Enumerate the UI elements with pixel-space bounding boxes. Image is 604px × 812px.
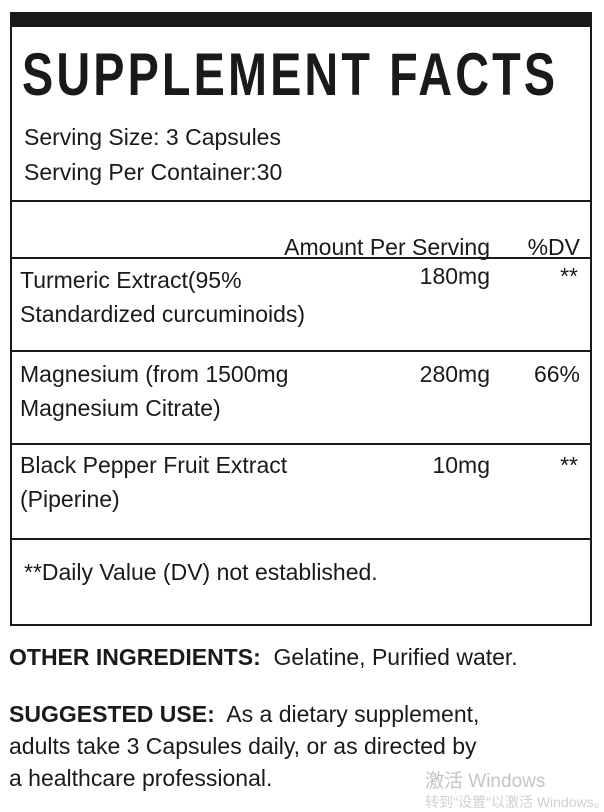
ingredient-name: Black Pepper Fruit Extract (20, 452, 288, 478)
header-dv: %DV (527, 234, 580, 260)
divider (12, 200, 590, 202)
divider (12, 538, 590, 540)
ingredient-amount: 180mg (419, 263, 490, 289)
ingredient-name: Standardized curcuminoids) (20, 301, 306, 327)
servings-per-container: Serving Per Container:30 (24, 159, 283, 185)
divider (12, 443, 590, 445)
suggested-use: SUGGESTED USE: As a dietary supplement, (9, 698, 479, 730)
other-ingredients-label: OTHER INGREDIENTS: (9, 644, 261, 670)
footnote: **Daily Value (DV) not established. (24, 559, 378, 585)
ingredient-dv: 66% (533, 361, 580, 387)
ingredient-name: Magnesium (from 1500mg (20, 361, 289, 387)
other-ingredients: OTHER INGREDIENTS: Gelatine, Purified wa… (9, 641, 518, 673)
serving-size: Serving Size: 3 Capsules (24, 124, 281, 150)
suggested-use-label: SUGGESTED USE: (9, 701, 215, 727)
ingredient-name: Turmeric Extract(95% (20, 267, 242, 293)
suggested-use-text: adults take 3 Capsules daily, or as dire… (9, 733, 477, 759)
suggested-use-text: a healthcare professional. (9, 765, 273, 791)
windows-activation-watermark: 激活 Windows (425, 771, 546, 792)
ingredient-name: (Piperine) (20, 486, 120, 512)
header-amount: Amount Per Serving (284, 234, 490, 260)
other-ingredients-value: Gelatine, Purified water. (273, 644, 518, 670)
divider (12, 257, 590, 259)
divider (12, 350, 590, 352)
suggested-use-text: As a dietary supplement, (226, 701, 480, 727)
ingredient-amount: 280mg (419, 361, 490, 387)
windows-activation-watermark-subtext: 转到"设置"以激活 Windows。 (425, 794, 604, 810)
ingredient-name: Magnesium Citrate) (20, 395, 221, 421)
ingredient-amount: 10mg (432, 452, 490, 478)
supplement-facts-panel: SUPPLEMENT FACTS Serving Size: 3 Capsule… (10, 12, 592, 626)
panel-title: SUPPLEMENT FACTS (22, 41, 559, 108)
ingredient-dv: ** (560, 263, 578, 289)
ingredient-dv: ** (560, 452, 578, 478)
